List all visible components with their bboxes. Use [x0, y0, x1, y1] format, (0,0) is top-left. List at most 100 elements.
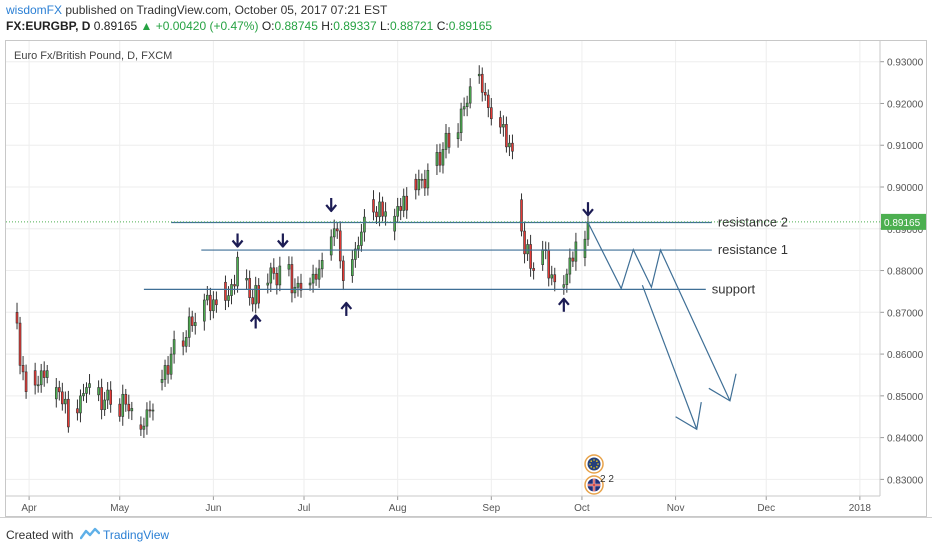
- candle-body: [169, 353, 173, 375]
- candle-body: [212, 299, 215, 312]
- candle-body: [338, 230, 342, 262]
- candle-body: [187, 316, 191, 338]
- low-label: L:: [376, 19, 390, 33]
- price-change: ▲ +0.00420 (+0.47%): [140, 19, 259, 33]
- candle-body: [293, 286, 297, 294]
- candle-body: [414, 178, 418, 191]
- candle-body: [502, 124, 505, 128]
- candle-body: [45, 370, 49, 378]
- price-chart[interactable]: 0.83000 0.84000 0.85000 0.86000 0.87000 0.880…: [6, 41, 926, 516]
- eu-flag-star: [597, 463, 599, 465]
- up-arrow-icon: [340, 301, 353, 316]
- y-tick-label: 0.85000: [887, 392, 924, 403]
- candle-body: [499, 117, 502, 128]
- up-arrow-icon: [557, 297, 570, 312]
- y-tick-label: 0.88000: [887, 267, 924, 278]
- candle-body: [574, 241, 578, 262]
- candle-body: [438, 152, 442, 166]
- candle-body: [399, 206, 402, 211]
- y-tick-label: 0.86000: [887, 350, 924, 361]
- arrow-head: [249, 314, 262, 323]
- candle-body: [193, 322, 197, 326]
- x-tick-label: Sep: [482, 503, 500, 514]
- down-arrow-icon: [231, 233, 244, 248]
- candle-body: [417, 179, 421, 191]
- candle-body: [508, 142, 511, 148]
- candle-body: [526, 244, 529, 255]
- candle-body: [571, 257, 575, 262]
- low-value: 0.88721: [389, 19, 434, 33]
- y-tick-label: 0.89000: [887, 225, 924, 236]
- candle-body: [378, 201, 381, 218]
- candle-body: [511, 142, 514, 152]
- candle-body: [79, 395, 82, 414]
- chart-header: wisdomFX published on TradingView.com, O…: [0, 0, 932, 38]
- candle-body: [583, 238, 587, 258]
- arrow-head: [582, 208, 594, 217]
- candle-body: [275, 272, 279, 286]
- candle-body: [462, 106, 466, 110]
- candle-body: [550, 274, 554, 279]
- x-tick-label: Oct: [574, 503, 590, 514]
- arrow-head: [231, 239, 244, 248]
- candle-body: [88, 383, 91, 388]
- candle-body: [103, 399, 106, 411]
- candle-body: [523, 230, 526, 255]
- ohlc-line: FX:EURGBP, D 0.89165 ▲ +0.00420 (+0.47%)…: [6, 19, 492, 33]
- candle-body: [317, 268, 321, 280]
- candle-body: [562, 284, 566, 288]
- author-link[interactable]: wisdomFX: [6, 3, 63, 17]
- candle-body: [224, 281, 227, 301]
- candle-body: [67, 398, 70, 428]
- x-tick-label: 2018: [849, 503, 872, 514]
- down-arrow-icon: [277, 233, 289, 248]
- eu-flag-star: [593, 459, 595, 461]
- candle-body: [15, 312, 19, 324]
- tradingview-logo-icon[interactable]: [80, 526, 100, 542]
- candle-body: [254, 285, 257, 305]
- publish-line: wisdomFX published on TradingView.com, O…: [6, 3, 387, 17]
- x-tick-label: Aug: [389, 503, 407, 514]
- candle-body: [64, 398, 67, 405]
- chart-panel[interactable]: 0.83000 0.84000 0.85000 0.86000 0.87000 0.880…: [5, 40, 927, 517]
- created-with-label: Created with: [6, 528, 74, 542]
- eu-flag-star: [596, 466, 598, 468]
- candle-body: [58, 387, 61, 393]
- candle-body: [36, 384, 40, 387]
- open-value: 0.88745: [274, 19, 318, 33]
- candle-body: [21, 364, 25, 373]
- arrow-head: [557, 297, 570, 306]
- candle-body: [227, 295, 230, 301]
- candle-body: [54, 387, 58, 400]
- candle-body: [568, 257, 572, 275]
- candle-body: [477, 73, 481, 77]
- x-tick-label: Jun: [205, 503, 221, 514]
- candle-body: [320, 260, 324, 270]
- eu-flag-star: [590, 460, 592, 462]
- candle-body: [106, 389, 109, 401]
- candle-body: [127, 403, 131, 412]
- up-arrow-icon: [249, 314, 262, 329]
- candle-body: [360, 231, 363, 246]
- candle-body: [257, 285, 260, 304]
- eu-flag-star: [589, 463, 591, 465]
- candle-body: [441, 149, 445, 166]
- candle-body: [423, 178, 427, 189]
- eu-flag-icon: [584, 454, 604, 474]
- y-tick-label: 0.92000: [887, 99, 924, 110]
- forecast-path: [587, 222, 731, 402]
- candle-body: [148, 409, 152, 412]
- candle-body: [480, 73, 484, 93]
- candle-body: [532, 268, 535, 271]
- candle-body: [335, 228, 339, 232]
- tradingview-link[interactable]: TradingView: [103, 528, 170, 542]
- candle-body: [354, 248, 357, 260]
- x-tick-label: May: [110, 503, 129, 514]
- candle-body: [24, 371, 28, 392]
- candle-body: [308, 282, 312, 286]
- candle-body: [426, 170, 430, 189]
- candle-body: [447, 132, 451, 148]
- close-value: 0.89165: [448, 19, 493, 33]
- candle-body: [130, 408, 134, 412]
- candle-body: [459, 108, 463, 134]
